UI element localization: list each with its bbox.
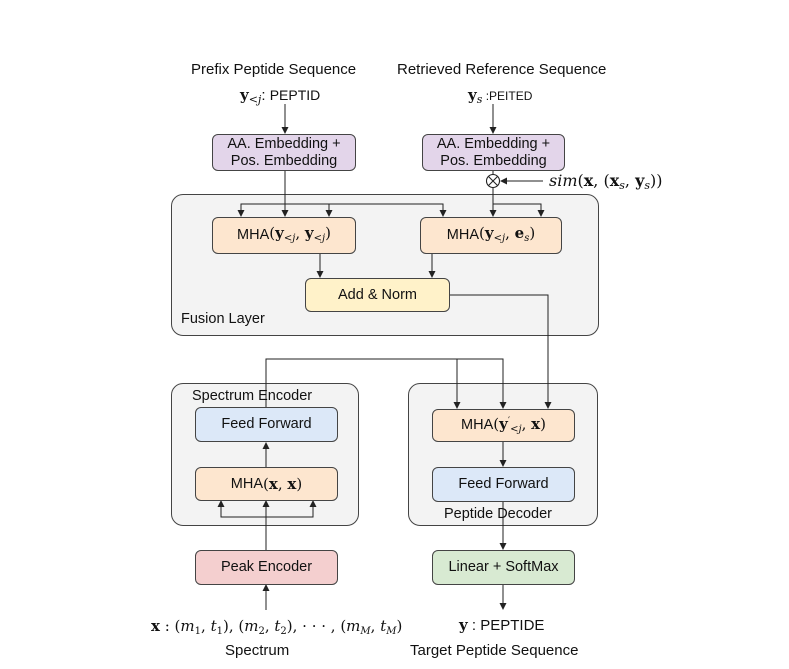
decoder-cross-attention-block: MHA (y′<j, x)	[432, 409, 575, 442]
multiply-node	[485, 173, 501, 189]
prefix-embedding-line1: AA. Embedding +	[227, 135, 341, 152]
spectrum-title: Spectrum	[225, 642, 290, 659]
reference-sequence-label: ys :PEITED	[468, 86, 533, 106]
prefix-seq-value: PEPTID	[269, 87, 321, 103]
decoder-feed-forward-block: Feed Forward	[432, 467, 575, 502]
target-sequence-label: y : PEPTIDE	[459, 616, 545, 634]
peptide-decoder-label: Peptide Decoder	[444, 506, 553, 522]
reference-cross-attention-block: MHA (y<j, es)	[420, 217, 562, 254]
spectrum-encoder-label: Spectrum Encoder	[192, 388, 313, 404]
target-seq-value: PEPTIDE	[480, 617, 545, 634]
dec-mha-label: MHA	[461, 417, 494, 433]
prefix-embedding-block: AA. Embedding + Pos. Embedding	[212, 134, 356, 171]
prefix-embedding-line2: Pos. Embedding	[230, 152, 338, 169]
linear-softmax-block: Linear + SoftMax	[432, 550, 575, 585]
reference-sequence-title: Retrieved Reference Sequence	[397, 61, 607, 78]
encoder-self-attention-block: MHA (x, x)	[195, 467, 338, 501]
similarity-weight-label: sim(x, (xs, ys))	[549, 171, 663, 192]
prefix-self-attention-block: MHA (y<j, y<j)	[212, 217, 356, 254]
encoder-feed-forward-block: Feed Forward	[195, 407, 338, 442]
reference-embedding-block: AA. Embedding + Pos. Embedding	[422, 134, 565, 171]
fusion-layer-label: Fusion Layer	[181, 311, 265, 327]
mha-cross-label: MHA	[446, 227, 480, 243]
prefix-sequence-title: Prefix Peptide Sequence	[191, 61, 357, 78]
add-norm-block: Add & Norm	[305, 278, 450, 312]
spectrum-input-label: x : (m1, t1), (m2, t2), · · · , (mM, tM)	[151, 617, 403, 637]
prefix-sequence-label: y<j: PEPTID	[240, 86, 321, 106]
mha-prefix-label: MHA	[237, 227, 270, 243]
target-sequence-title: Target Peptide Sequence	[410, 642, 579, 659]
enc-mha-label: MHA	[230, 475, 264, 492]
reference-embedding-line2: Pos. Embedding	[440, 152, 547, 169]
peak-encoder-block: Peak Encoder	[195, 550, 338, 585]
reference-seq-value: PEITED	[489, 89, 533, 103]
reference-embedding-line1: AA. Embedding +	[436, 135, 551, 152]
